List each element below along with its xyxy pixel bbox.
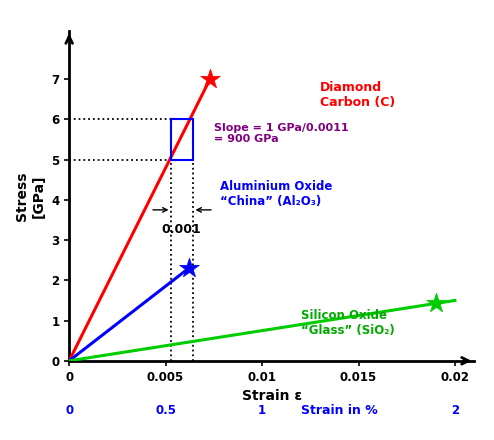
Text: 0: 0	[65, 404, 73, 417]
Text: 1: 1	[258, 404, 266, 417]
Text: 0.5: 0.5	[155, 404, 176, 417]
Point	[432, 300, 440, 307]
Text: 0.001: 0.001	[161, 223, 201, 236]
Point	[206, 76, 214, 83]
Text: Silicon Oxide
“Glass” (SiO₂): Silicon Oxide “Glass” (SiO₂)	[301, 308, 394, 337]
Point	[185, 265, 193, 272]
X-axis label: Strain ε: Strain ε	[242, 389, 302, 403]
Text: 2: 2	[451, 404, 459, 417]
Text: Slope = 1 GPa/0.0011
= 900 GPa: Slope = 1 GPa/0.0011 = 900 GPa	[214, 123, 348, 144]
Text: Aluminium Oxide
“China” (Al₂O₃): Aluminium Oxide “China” (Al₂O₃)	[220, 180, 332, 208]
Text: Diamond
Carbon (C): Diamond Carbon (C)	[320, 81, 395, 109]
Text: Strain in %: Strain in %	[301, 404, 377, 417]
Y-axis label: Stress
[GPa]: Stress [GPa]	[15, 171, 45, 220]
